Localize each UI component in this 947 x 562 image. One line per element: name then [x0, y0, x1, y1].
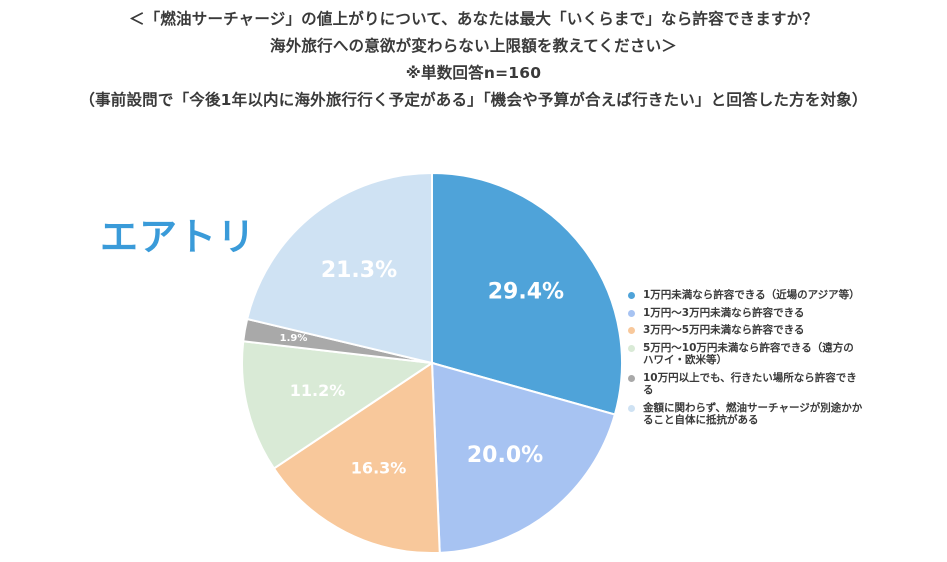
pie-slice-6 [245, 171, 433, 365]
legend-label-4: 5万円〜10万円未満なら許容できる（遠方のハワイ・欧米等） [643, 341, 854, 367]
legend-swatch-5 [628, 374, 635, 382]
airtrip-logo: エアトリ [100, 215, 257, 259]
legend-swatch-2 [628, 309, 635, 317]
legend-label-3: 3万円〜5万円未満なら許容できる [643, 324, 805, 336]
pie-slice-label-5: 1.9% [280, 333, 308, 344]
chart-title: ＜「燃油サーチャージ」の値上がりについて、あなたは最大「いくらまで」なら許容でき… [0, 6, 947, 114]
pie-slice-4 [241, 340, 435, 470]
title-line-4: （事前設問で「今後1年以内に海外旅行行く予定がある」「機会や予算が合えば行きたい… [79, 91, 868, 109]
pie-slice-2 [430, 361, 617, 554]
legend-label-2: 1万円〜3万円未満なら許容できる [643, 306, 805, 319]
title-line-1: ＜「燃油サーチャージ」の値上がりについて、あなたは最大「いくらまで」なら許容でき… [128, 10, 819, 28]
chart-legend: 1万円未満なら許容できる（近場のアジア等） 1万円〜3万円未満なら許容できる 3万円… [627, 289, 863, 432]
legend-item-5: 10万円以上でも、行きたい場所なら許容できる [627, 372, 863, 397]
legend-label-5: 10万円以上でも、行きたい場所なら許容できる [643, 371, 857, 397]
title-line-3: ※単数回答n=160 [405, 64, 542, 82]
title-line-2: 海外旅行への意欲が変わらない上限額を教えてください＞ [270, 37, 677, 55]
pie-slice-3 [272, 361, 441, 554]
pie-slice-label-4: 11.2% [290, 381, 346, 400]
legend-swatch-1 [628, 292, 635, 299]
pie-slice-label-1: 29.4% [488, 279, 564, 304]
legend-label-1: 1万円未満なら許容できる（近場のアジア等） [643, 289, 860, 301]
legend-item-3: 3万円〜5万円未満なら許容できる [627, 324, 863, 337]
pie-slice-label-2: 20.0% [467, 443, 543, 468]
pie-slice-label-3: 16.3% [351, 458, 407, 477]
pie-slice-1 [431, 171, 623, 416]
legend-swatch-4 [628, 344, 635, 352]
legend-item-1: 1万円未満なら許容できる（近場のアジア等） [627, 289, 863, 302]
legend-item-2: 1万円〜3万円未満なら許容できる [627, 307, 863, 320]
legend-swatch-3 [628, 327, 635, 334]
legend-item-6: 金額に関わらず、燃油サーチャージが別途かかること自体に抵抗がある [627, 402, 863, 427]
legend-label-6: 金額に関わらず、燃油サーチャージが別途かかること自体に抵抗がある [643, 401, 863, 427]
pie-slice-label-6: 21.3% [321, 258, 397, 283]
legend-item-4: 5万円〜10万円未満なら許容できる（遠方のハワイ・欧米等） [627, 342, 863, 367]
legend-swatch-6 [628, 404, 635, 412]
